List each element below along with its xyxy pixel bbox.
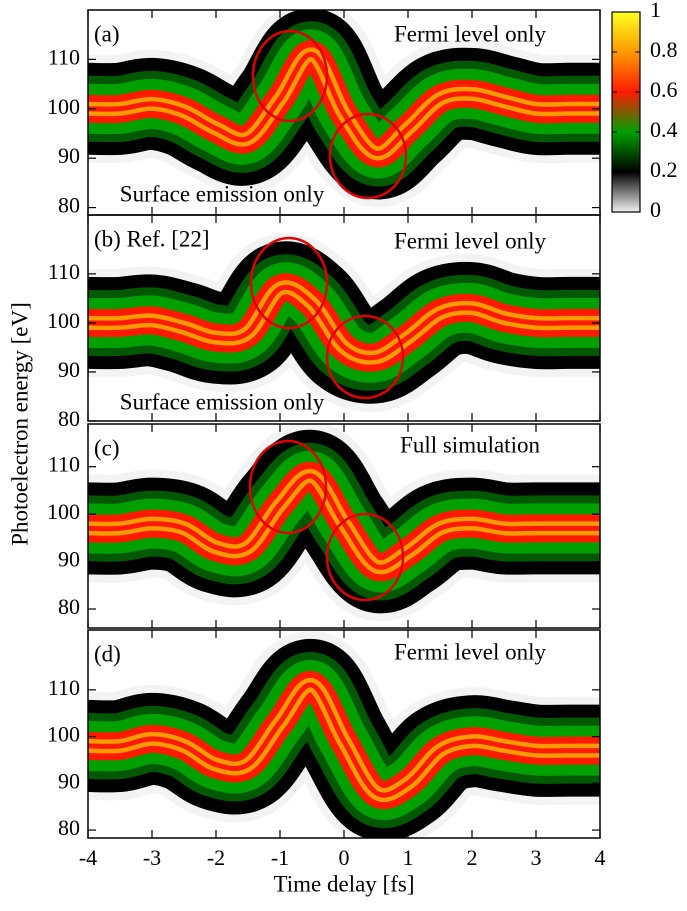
highlight-circles [248,29,408,602]
panel-plot [88,424,600,622]
y-tick-label: 110 [48,675,80,700]
x-axis-label: Time delay [fs] [274,871,415,896]
panel: 80 90 100 110 -4 -3 -2 -1 0 1 2 3 4 (d) Fermi level on… [47,629,606,870]
x-tick-label: 1 [403,845,414,870]
panel-plot [88,233,600,412]
y-tick-label: 110 [48,259,80,284]
panel: 80 90 100 110 (b) Ref. [22] Fermi level only S… [47,214,601,431]
annotation: Full simulation [400,432,540,457]
x-tick-label: -3 [143,845,161,870]
annotation: Fermi level only [394,639,547,664]
x-tick-label: 0 [339,845,350,870]
y-tick-label: 90 [58,547,80,572]
colorbar-tick-label: 0.6 [650,77,678,102]
colorbar-gradient [611,11,641,213]
y-tick-label: 80 [58,594,80,619]
highlight-circle [325,314,405,400]
intensity-band [88,284,600,361]
annotation: Surface emission only [120,181,325,206]
annotation: Fermi level only [394,228,547,253]
x-tick-label: -1 [271,845,289,870]
annotation: Fermi level only [394,21,547,46]
highlight-circle [248,439,328,535]
panel-label: (a) [94,21,120,46]
x-tick-label: -4 [79,845,97,870]
y-tick-label: 80 [58,406,80,431]
x-tick-label: 4 [595,845,606,870]
y-tick-label: 110 [48,44,80,69]
highlight-circle [249,236,329,330]
colorbar-tick-label: 0.2 [650,157,678,182]
y-tick-label: 110 [48,452,80,477]
intensity-band [88,51,600,156]
y-tick-label: 90 [58,357,80,382]
x-tick-label: 2 [467,845,478,870]
highlight-circle [328,112,408,200]
highlight-circle [251,29,329,123]
colorbar-tick-label: 0 [650,197,661,222]
panel: 80 90 100 110 (c) Full simulation [47,423,601,629]
y-tick-label: 100 [47,722,80,747]
panel-plot [88,631,600,838]
annotation: Surface emission only [120,389,325,414]
y-axis-label: Photoelectron energy [eV] [7,302,32,546]
y-tick-label: 90 [58,143,80,168]
panel-label: (d) [94,641,121,666]
colorbar: 0 0.2 0.4 0.6 0.8 1 [611,0,678,222]
highlight-circle [325,512,405,602]
y-tick-label: 100 [47,308,80,333]
y-tick-label: 100 [47,94,80,119]
intensity-band [88,473,600,570]
intensity-band [88,682,600,798]
panel-label: (c) [94,435,120,460]
y-tick-label: 80 [58,815,80,840]
colorbar-tick-label: 0.4 [650,117,678,142]
x-tick-label: -2 [207,845,225,870]
panel-plot [88,10,600,208]
colorbar-tick-label: 0.8 [650,37,678,62]
colorbar-tick-label: 1 [650,0,661,22]
x-tick-label: 3 [531,845,542,870]
panel: 80 90 100 110 (a) Fermi level only Surface emi… [47,9,601,218]
panel-label: (b) Ref. [22] [94,226,210,251]
y-tick-label: 80 [58,193,80,218]
y-tick-label: 100 [47,499,80,524]
y-tick-label: 90 [58,768,80,793]
